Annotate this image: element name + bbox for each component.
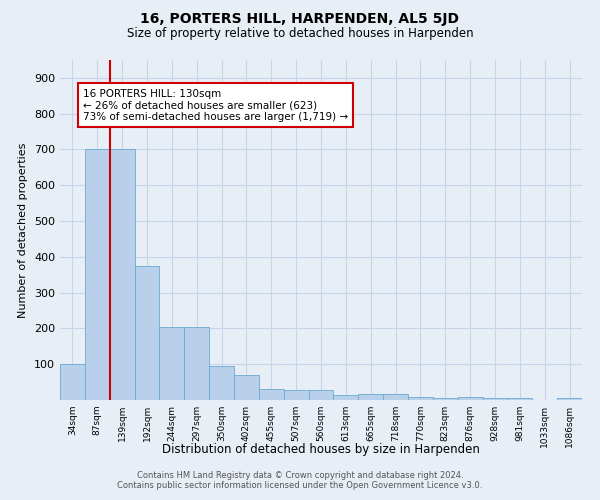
Bar [209,366,234,400]
Bar [433,398,458,400]
Bar [134,266,160,400]
Bar [334,394,358,400]
Bar [160,326,184,400]
Bar [308,390,334,400]
Y-axis label: Number of detached properties: Number of detached properties [19,142,28,318]
Bar [383,394,408,400]
Bar [110,150,134,400]
Bar [259,390,284,400]
Bar [458,398,482,400]
Bar [60,364,85,400]
Text: Distribution of detached houses by size in Harpenden: Distribution of detached houses by size … [162,442,480,456]
Bar [184,326,209,400]
Bar [408,398,433,400]
Bar [508,398,532,400]
Bar [85,150,110,400]
Bar [284,390,308,400]
Text: 16 PORTERS HILL: 130sqm
← 26% of detached houses are smaller (623)
73% of semi-d: 16 PORTERS HILL: 130sqm ← 26% of detache… [83,88,348,122]
Text: 16, PORTERS HILL, HARPENDEN, AL5 5JD: 16, PORTERS HILL, HARPENDEN, AL5 5JD [140,12,460,26]
Bar [557,398,582,400]
Bar [234,375,259,400]
Text: Size of property relative to detached houses in Harpenden: Size of property relative to detached ho… [127,28,473,40]
Bar [358,394,383,400]
Text: Contains HM Land Registry data © Crown copyright and database right 2024.
Contai: Contains HM Land Registry data © Crown c… [118,470,482,490]
Bar [482,398,508,400]
